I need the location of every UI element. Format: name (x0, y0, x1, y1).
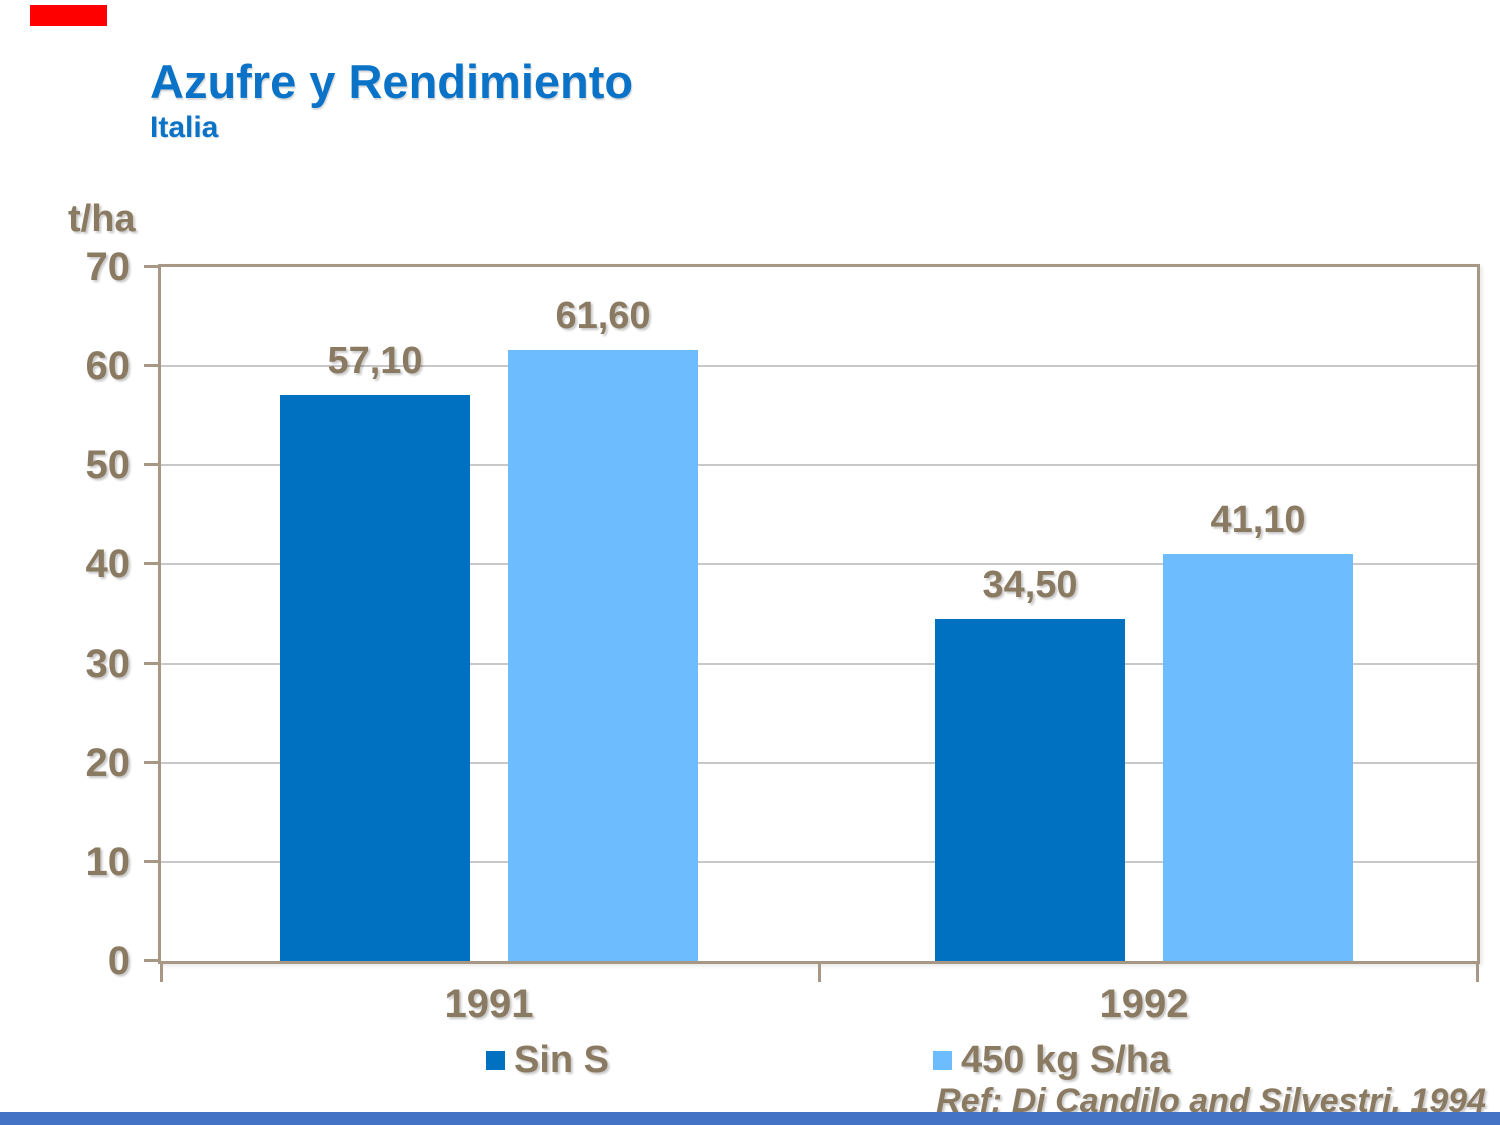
y-tick-mark-40 (144, 562, 158, 566)
legend-label-sin-s: Sin S (514, 1038, 610, 1081)
y-tick-label-40: 40 (85, 542, 131, 587)
bottom-accent-bar (0, 1112, 1500, 1125)
bar-1992-450kg (1163, 553, 1353, 961)
x-axis-tick-1 (818, 962, 821, 982)
x-axis-category-label-1992: 1992 (1099, 982, 1189, 1026)
y-tick-label-70: 70 (85, 245, 131, 289)
legend-swatch-sin-s (486, 1050, 505, 1070)
gridline-40 (161, 563, 1477, 566)
bar-1992-sin-s (935, 618, 1125, 961)
y-tick-mark-60 (144, 364, 158, 368)
gridline-20 (161, 761, 1477, 764)
bar-value-label: 41,10 (1210, 498, 1306, 541)
y-tick-label-20: 20 (85, 740, 131, 785)
y-tick-label-30: 30 (85, 641, 131, 686)
gridline-50 (161, 464, 1477, 467)
page-title: Azufre y Rendimiento (150, 55, 634, 108)
y-tick-label-60: 60 (85, 344, 131, 389)
y-tick-label-50: 50 (85, 443, 131, 488)
gridline-60 (161, 365, 1477, 368)
y-tick-mark-10 (144, 859, 158, 863)
page-subtitle: Italia (150, 111, 219, 144)
bar-value-label: 34,50 (982, 563, 1078, 606)
gridline-30 (161, 662, 1477, 665)
y-tick-mark-20 (144, 760, 158, 764)
y-tick-mark-50 (144, 463, 158, 467)
y-tick-mark-70 (144, 265, 158, 268)
x-axis-category-label-1991: 1991 (444, 982, 534, 1026)
y-tick-label-10: 10 (85, 839, 131, 884)
legend-item-450kg: 450 kg S/ha (933, 1038, 1171, 1081)
bar-value-label: 57,10 (327, 339, 423, 382)
y-tick-mark-0 (144, 959, 158, 962)
top-left-accent-bar (30, 5, 107, 26)
y-axis-unit-label: t/ha (68, 198, 136, 240)
bar-value-label: 61,60 (555, 295, 651, 338)
bar-1991-sin-s (280, 394, 470, 961)
legend-item-sin-s: Sin S (486, 1038, 610, 1081)
y-tick-mark-30 (144, 661, 158, 665)
gridline-10 (161, 860, 1477, 863)
x-axis-tick-2 (1476, 962, 1479, 982)
plot-area: 57,10 61,60 34,50 41,10 (158, 264, 1480, 964)
legend-swatch-450kg (933, 1050, 952, 1070)
y-tick-label-0: 0 (107, 939, 130, 983)
x-axis-tick-0 (160, 962, 163, 982)
bar-1991-450kg (508, 350, 698, 961)
legend-label-450kg: 450 kg S/ha (961, 1038, 1171, 1081)
